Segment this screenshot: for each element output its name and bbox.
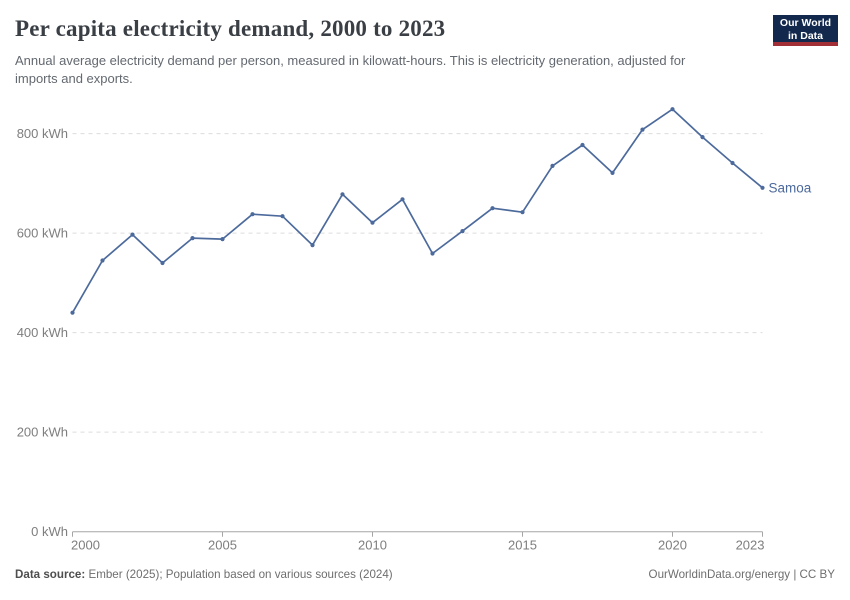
data-point[interactable] bbox=[220, 237, 225, 242]
page-title: Per capita electricity demand, 2000 to 2… bbox=[15, 16, 446, 41]
y-axis-tick-label: 200 kWh bbox=[17, 425, 68, 440]
owid-logo[interactable]: Our World in Data bbox=[773, 15, 838, 46]
data-point[interactable] bbox=[280, 214, 285, 219]
y-axis-tick-label: 600 kWh bbox=[17, 226, 68, 241]
y-axis-tick-label: 400 kWh bbox=[17, 325, 68, 340]
data-point[interactable] bbox=[340, 192, 345, 197]
data-point[interactable] bbox=[610, 170, 615, 175]
x-axis-tick-label: 2015 bbox=[508, 538, 537, 553]
credit-line: OurWorldinData.org/energy | CC BY bbox=[648, 568, 835, 581]
data-point[interactable] bbox=[250, 212, 255, 217]
y-axis-tick-label: 800 kWh bbox=[17, 126, 68, 141]
data-point[interactable] bbox=[160, 260, 165, 266]
data-point[interactable] bbox=[550, 163, 555, 168]
data-point[interactable] bbox=[670, 107, 675, 112]
data-point[interactable] bbox=[400, 197, 405, 202]
data-point[interactable] bbox=[490, 206, 495, 211]
series-label: Samoa bbox=[769, 180, 812, 195]
owid-logo-line2: in Data bbox=[787, 30, 823, 43]
data-point[interactable] bbox=[370, 220, 375, 225]
data-point[interactable] bbox=[640, 127, 645, 132]
y-axis-tick-label: 0 kWh bbox=[31, 524, 68, 539]
trend-line[interactable] bbox=[71, 108, 764, 314]
x-axis-tick-label: 2000 bbox=[71, 538, 100, 553]
data-point[interactable] bbox=[100, 258, 105, 263]
line-chart[interactable]: 0 kWh 200 kWh 400 kWh 600 kWh 800 kWh 2000 200… bbox=[0, 100, 850, 560]
x-axis-tick-label: 2010 bbox=[358, 538, 387, 553]
data-point[interactable] bbox=[520, 210, 525, 215]
x-axis-tick-label: 2005 bbox=[208, 538, 237, 553]
data-point[interactable] bbox=[70, 310, 75, 315]
data-point[interactable] bbox=[760, 185, 765, 190]
data-point[interactable] bbox=[730, 160, 735, 166]
data-point[interactable] bbox=[430, 251, 435, 256]
data-source: Data source: Ember (2025); Population ba… bbox=[15, 568, 393, 581]
x-axis-tick-label: 2020 bbox=[658, 538, 687, 553]
data-source-label: Data source: bbox=[15, 568, 86, 581]
data-point[interactable] bbox=[130, 232, 135, 237]
data-point[interactable] bbox=[310, 243, 315, 248]
owid-logo-line1: Our World bbox=[779, 17, 832, 29]
data-source-text: Ember (2025); Population based on variou… bbox=[85, 568, 393, 581]
data-point[interactable] bbox=[700, 135, 705, 140]
data-point[interactable] bbox=[460, 229, 465, 234]
data-point[interactable] bbox=[190, 236, 195, 241]
data-point[interactable] bbox=[580, 142, 585, 148]
chart-subtitle: Annual average electricity demand per pe… bbox=[15, 53, 686, 86]
x-axis-tick-label: 2023 bbox=[736, 538, 765, 553]
